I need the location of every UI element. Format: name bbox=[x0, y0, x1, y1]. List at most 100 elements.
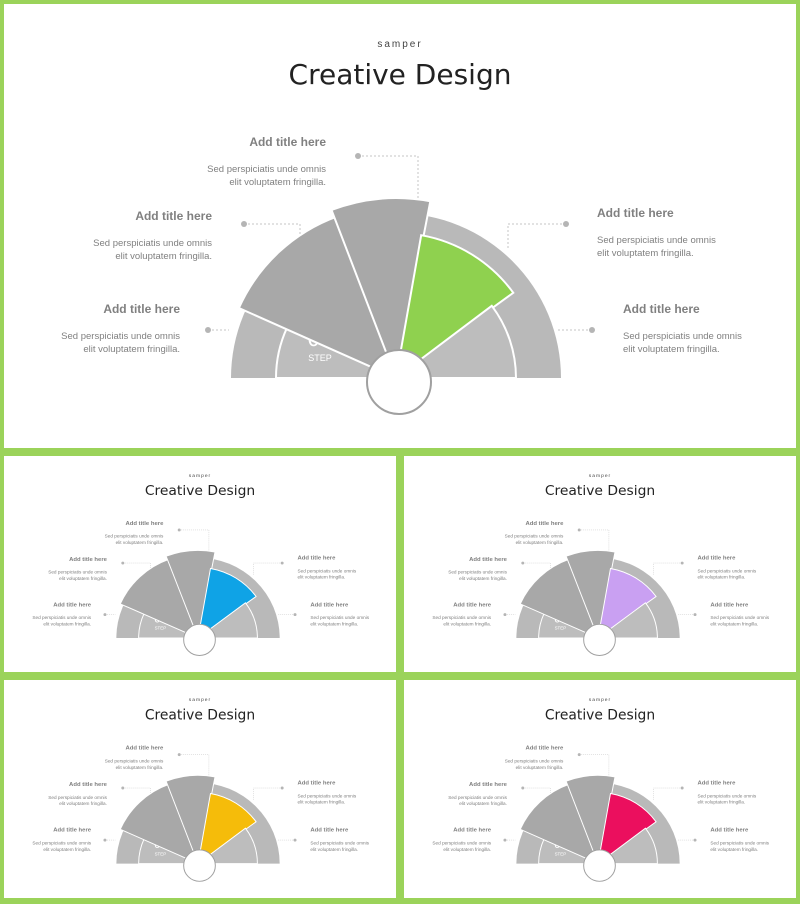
callout-text: Sed perspiciatis unde omnis bbox=[432, 840, 491, 845]
step-label: STEP bbox=[312, 588, 324, 593]
callout-title: Add title here bbox=[310, 828, 349, 834]
step-label: STEP bbox=[760, 626, 772, 631]
connector-line bbox=[522, 787, 551, 797]
callout-title: Add title here bbox=[453, 602, 492, 608]
callout-text: elit voluptatem fringilla. bbox=[443, 847, 491, 852]
hub-circle bbox=[366, 349, 432, 415]
connector-dot bbox=[293, 838, 297, 842]
connector-dot bbox=[680, 786, 684, 790]
step-label: STEP bbox=[360, 851, 372, 856]
callout-text: Sed perspiciatis unde omnis bbox=[93, 238, 212, 249]
step-label: STEP bbox=[712, 588, 724, 593]
connector-line bbox=[122, 787, 151, 797]
brand-label: samper bbox=[589, 697, 611, 703]
step-number: 05 bbox=[759, 614, 772, 625]
hub-circle bbox=[183, 849, 216, 882]
callout-text: Sed perspiciatis unde omnis bbox=[698, 793, 757, 798]
step-number: 04 bbox=[743, 810, 756, 821]
step-label: STEP bbox=[344, 597, 356, 602]
connector-dot bbox=[241, 221, 247, 227]
callout-text: elit voluptatem fringilla. bbox=[59, 801, 107, 806]
callout-text: Sed perspiciatis unde omnis bbox=[32, 615, 91, 620]
connector-dot bbox=[280, 561, 284, 565]
callout-text: elit voluptatem fringilla. bbox=[43, 847, 91, 852]
step-label: STEP bbox=[280, 822, 292, 827]
callout-text: Sed perspiciatis unde omnis bbox=[505, 534, 564, 539]
callout-text: elit voluptatem fringilla. bbox=[229, 177, 326, 188]
callout-text: Sed perspiciatis unde omnis bbox=[298, 568, 357, 573]
callout-title: Add title here bbox=[526, 521, 565, 527]
connector-dot bbox=[205, 327, 211, 333]
callout-text: Sed perspiciatis unde omnis bbox=[432, 615, 491, 620]
step-number: 05 bbox=[359, 614, 372, 625]
callout-text: Sed perspiciatis unde omnis bbox=[298, 793, 357, 798]
callout-title: Add title here bbox=[698, 556, 737, 562]
step-label: STEP bbox=[308, 353, 332, 363]
slide-title: Creative Design bbox=[545, 707, 655, 723]
connector-dot bbox=[503, 838, 507, 842]
step-number: 05 bbox=[759, 840, 772, 851]
connector-line bbox=[358, 155, 419, 214]
step-label: STEP bbox=[312, 813, 324, 818]
callout-text: Sed perspiciatis unde omnis bbox=[623, 331, 742, 342]
step-label: STEP bbox=[555, 626, 567, 631]
segment-step-04 bbox=[394, 234, 515, 381]
step-label: STEP bbox=[680, 597, 692, 602]
callout-text: Sed perspiciatis unde omnis bbox=[310, 840, 369, 845]
connector-dot bbox=[355, 153, 361, 159]
connector-dot bbox=[177, 528, 181, 532]
slide-title: Creative Design bbox=[145, 483, 255, 499]
callout-text: Sed perspiciatis unde omnis bbox=[698, 568, 757, 573]
segment-step-02 bbox=[237, 215, 398, 380]
connector-dot bbox=[103, 613, 107, 617]
callout-title: Add title here bbox=[623, 302, 700, 316]
step-number: 03 bbox=[312, 802, 325, 813]
slide-title: Creative Design bbox=[289, 58, 512, 91]
hub-circle bbox=[183, 623, 216, 656]
hub-circle bbox=[583, 623, 616, 656]
callout-title: Add title here bbox=[710, 602, 749, 608]
callout-title: Add title here bbox=[597, 206, 674, 220]
callout-text: Sed perspiciatis unde omnis bbox=[310, 615, 369, 620]
callout-text: elit voluptatem fringilla. bbox=[59, 576, 107, 581]
connector-line bbox=[244, 223, 301, 242]
callout-title: Add title here bbox=[103, 302, 180, 316]
segment-step-05 bbox=[596, 827, 658, 865]
connector-dot bbox=[680, 561, 684, 565]
callout-text: Sed perspiciatis unde omnis bbox=[597, 235, 716, 246]
callout-text: elit voluptatem fringilla. bbox=[710, 621, 758, 626]
segment-step-03 bbox=[165, 549, 216, 640]
callout-text: Sed perspiciatis unde omnis bbox=[710, 615, 769, 620]
step-label: STEP bbox=[690, 293, 714, 303]
callout-text: elit voluptatem fringilla. bbox=[83, 344, 180, 355]
step-number: 02 bbox=[679, 810, 692, 821]
connector-dot bbox=[103, 838, 107, 842]
step-label: STEP bbox=[360, 626, 372, 631]
callout-text: Sed perspiciatis unde omnis bbox=[61, 331, 180, 342]
callout-title: Add title here bbox=[710, 828, 749, 834]
callout-text: Sed perspiciatis unde omnis bbox=[48, 795, 107, 800]
callout-text: elit voluptatem fringilla. bbox=[298, 575, 346, 580]
segment-step-03 bbox=[165, 774, 216, 866]
callout-title: Add title here bbox=[453, 828, 492, 834]
callout-text: elit voluptatem fringilla. bbox=[443, 621, 491, 626]
slide-title: Creative Design bbox=[545, 483, 655, 499]
step-label: STEP bbox=[722, 353, 746, 363]
step-number: 04 bbox=[743, 585, 756, 596]
callout-text: elit voluptatem fringilla. bbox=[459, 801, 507, 806]
connector-dot bbox=[589, 327, 595, 333]
connector-line bbox=[653, 562, 683, 576]
connector-dot bbox=[563, 221, 569, 227]
callout-text: elit voluptatem fringilla. bbox=[710, 847, 758, 852]
step-number: 03 bbox=[312, 577, 325, 588]
step-label: STEP bbox=[760, 851, 772, 856]
step-label: STEP bbox=[155, 851, 167, 856]
callout-text: elit voluptatem fringilla. bbox=[116, 540, 164, 545]
step-label: STEP bbox=[280, 597, 292, 602]
step-number: 02 bbox=[679, 585, 692, 596]
